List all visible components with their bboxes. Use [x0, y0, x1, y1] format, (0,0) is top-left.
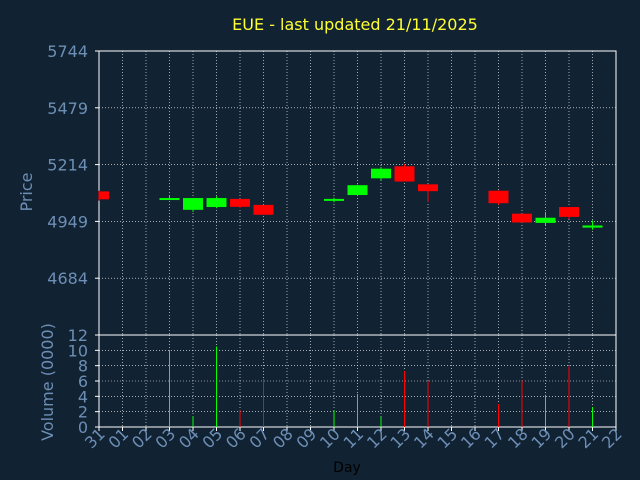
price-axis-title: Price	[17, 172, 36, 211]
volume-axis-title: Volume (0000)	[38, 323, 57, 441]
price-tick-label: 4684	[47, 269, 88, 288]
volume-tick-label: 10	[68, 341, 88, 360]
candle-body	[418, 184, 438, 192]
price-tick-label: 5479	[47, 99, 88, 118]
x-axis-title: Day	[333, 460, 361, 476]
volume-tick-label: 0	[78, 418, 88, 437]
price-tick-label: 5744	[47, 42, 88, 61]
volume-tick-label: 8	[78, 357, 88, 376]
candle-body	[347, 185, 368, 196]
volume-tick-label: 2	[78, 403, 88, 422]
candle-body	[559, 207, 579, 217]
price-panel: 5744 5479 5214 4949 4684	[47, 42, 617, 336]
candle-body	[253, 204, 274, 215]
volume-panel: 0246810123101020304050607080910111213141…	[68, 326, 626, 452]
candle-body	[512, 213, 532, 223]
candle-body	[394, 166, 415, 182]
volume-tick-label: 6	[78, 372, 88, 391]
candle-body	[183, 198, 203, 210]
candle-body	[99, 191, 109, 200]
candle-body	[159, 198, 180, 201]
candle-body	[582, 225, 603, 228]
volume-tick-label: 4	[78, 387, 88, 406]
candle-body	[371, 168, 391, 179]
candle-body	[535, 217, 556, 223]
candle-body	[324, 198, 344, 201]
candle-body	[206, 198, 227, 208]
volume-tick-label: 12	[68, 326, 88, 345]
price-tick-label: 4949	[47, 212, 88, 231]
price-tick-label: 5214	[47, 156, 88, 175]
candle-body	[230, 198, 250, 207]
chart-title: EUE - last updated 21/11/2025	[232, 15, 478, 34]
candle-body	[488, 190, 509, 204]
x-tick-label: 22	[598, 424, 626, 452]
